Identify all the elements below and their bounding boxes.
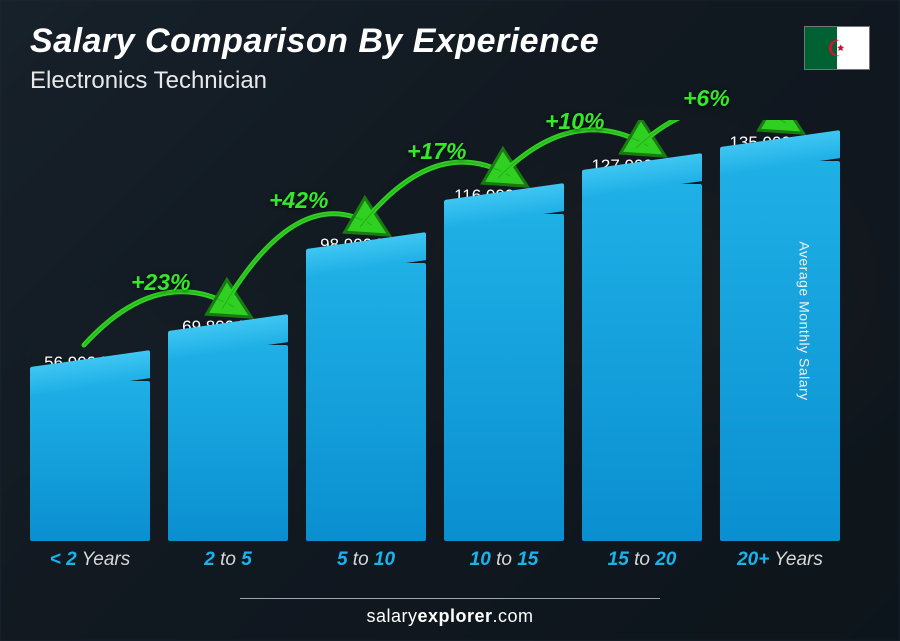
bar-column: 116,000 DZD [444,186,564,541]
page-title: Salary Comparison By Experience [30,22,870,61]
bar-column: 127,000 DZD [582,156,702,541]
flag-crescent-star-icon [826,37,848,59]
bar-column: 98,900 DZD [306,235,426,541]
bar [720,161,840,541]
footer-brand-thin: salary [366,606,417,626]
page-subtitle: Electronics Technician [30,67,870,95]
x-axis-category-label: 2 to 5 [168,549,288,571]
bar-column: 69,800 DZD [168,317,288,541]
x-axis-category-label: 20+ Years [720,549,840,571]
percentage-increase-label: +17% [407,138,466,165]
footer-brand-tld: .com [493,606,534,626]
header: Salary Comparison By Experience Electron… [30,22,870,95]
bar-column: 135,000 DZD [720,133,840,541]
bar [444,214,564,541]
x-axis-category-label: 15 to 20 [582,549,702,571]
bar [30,381,150,541]
bar [168,345,288,541]
bar-front-face [444,214,564,541]
chart-area: 56,900 DZD69,800 DZD98,900 DZD116,000 DZ… [30,120,840,571]
bar [306,263,426,541]
country-flag-algeria [804,26,870,70]
bar-front-face [582,184,702,541]
percentage-increase-label: +42% [269,187,328,214]
x-axis-labels: < 2 Years 2 to 5 5 to 10 10 to 15 15 to 20 20… [30,549,840,571]
footer-separator [240,598,660,599]
bar [582,184,702,541]
bar-front-face [720,161,840,541]
bar-front-face [306,263,426,541]
x-axis-category-label: < 2 Years [30,549,150,571]
y-axis-label: Average Monthly Salary [796,241,812,400]
bar-front-face [168,345,288,541]
x-axis-category-label: 10 to 15 [444,549,564,571]
footer-brand: salaryexplorer.com [0,606,900,627]
bar-front-face [30,381,150,541]
percentage-increase-label: +23% [131,269,190,296]
percentage-increase-label: +6% [683,85,730,112]
percentage-increase-label: +10% [545,108,604,135]
footer-brand-bold: explorer [417,606,492,626]
bars-container: 56,900 DZD69,800 DZD98,900 DZD116,000 DZ… [30,120,840,541]
bar-column: 56,900 DZD [30,353,150,541]
content-container: Salary Comparison By Experience Electron… [0,0,900,641]
x-axis-category-label: 5 to 10 [306,549,426,571]
